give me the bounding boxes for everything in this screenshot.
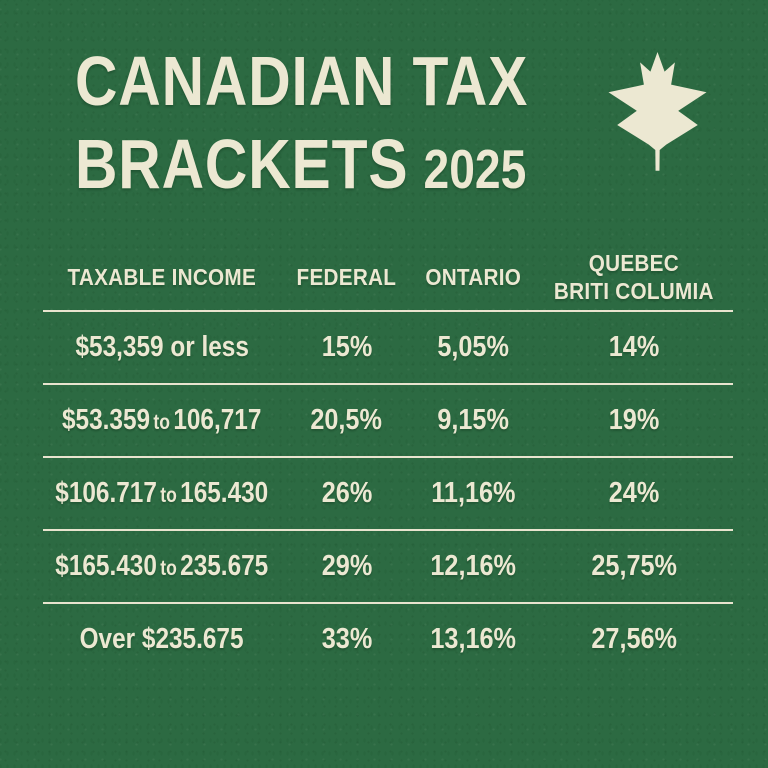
header-taxable-income: TAXABLE INCOME <box>67 263 257 290</box>
header-quebec-bc: QUEBEC BRITI COLUMIA <box>535 244 733 310</box>
cell-ontario-rate: 9,15% <box>437 404 510 436</box>
header-federal: FEDERAL <box>296 263 397 290</box>
title-block: CANADIAN TAX BRACKETS 2025 <box>75 40 615 211</box>
income-text: 235.675 <box>180 550 269 582</box>
table-row: Over $235.675 33% 13,16% 27,56% <box>43 602 733 675</box>
title-year: 2025 <box>423 138 527 200</box>
income-text: Over $235.675 <box>80 623 244 655</box>
header-bc-line: BRITI COLUMIA <box>554 278 714 304</box>
title-line1: CANADIAN TAX <box>75 42 529 120</box>
cell-quebec-bc-rate: 24% <box>608 477 660 509</box>
income-text: $106.717 <box>55 477 158 509</box>
cell-quebec-bc-rate: 19% <box>608 404 660 436</box>
tax-table: TAXABLE INCOME FEDERAL ONTARIO QUEBEC BR… <box>43 244 733 675</box>
cell-federal-rate: 29% <box>321 550 372 582</box>
table-header-row: TAXABLE INCOME FEDERAL ONTARIO QUEBEC BR… <box>43 244 733 310</box>
cell-ontario-rate: 11,16% <box>431 477 516 509</box>
title-brackets: BRACKETS <box>75 125 409 203</box>
cell-federal-rate: 26% <box>321 477 372 509</box>
cell-ontario-rate: 12,16% <box>430 550 517 582</box>
cell-quebec-bc-rate: 14% <box>608 331 660 363</box>
income-text: $53,359 or less <box>75 331 249 363</box>
income-text: $165.430 <box>55 550 158 582</box>
cell-quebec-bc-rate: 27,56% <box>591 623 677 655</box>
maple-leaf-icon <box>608 52 707 171</box>
cell-taxable-income: $165.430 to 235.675 <box>43 531 281 602</box>
cell-taxable-income: Over $235.675 <box>43 604 281 675</box>
income-text: 165.430 <box>180 477 269 509</box>
cell-federal-rate: 20,5% <box>310 404 383 436</box>
cell-taxable-income: $53.359 to 106,717 <box>43 385 281 456</box>
table-row: $53.359 to 106,717 20,5% 9,15% 19% <box>43 383 733 456</box>
header-ontario: ONTARIO <box>425 263 522 290</box>
title-line2: BRACKETS 2025 <box>75 123 528 211</box>
cell-federal-rate: 33% <box>321 623 372 655</box>
income-text: $53.359 <box>62 404 151 436</box>
cell-taxable-income: $106.717 to 165.430 <box>43 458 281 529</box>
income-text: 106,717 <box>173 404 262 436</box>
cell-taxable-income: $53,359 or less <box>43 312 281 383</box>
cell-ontario-rate: 13,16% <box>430 623 517 655</box>
table-row: $165.430 to 235.675 29% 12,16% 25,75% <box>43 529 733 602</box>
cell-ontario-rate: 5,05% <box>437 331 510 363</box>
table-row: $106.717 to 165.430 26% 11,16% 24% <box>43 456 733 529</box>
income-to-text: to <box>160 484 178 507</box>
cell-quebec-bc-rate: 25,75% <box>591 550 677 582</box>
cell-federal-rate: 15% <box>321 331 372 363</box>
header-quebec-line: QUEBEC <box>588 249 680 276</box>
table-row: $53,359 or less 15% 5,05% 14% <box>43 310 733 383</box>
income-to-text: to <box>153 411 171 434</box>
income-to-text: to <box>160 557 178 580</box>
